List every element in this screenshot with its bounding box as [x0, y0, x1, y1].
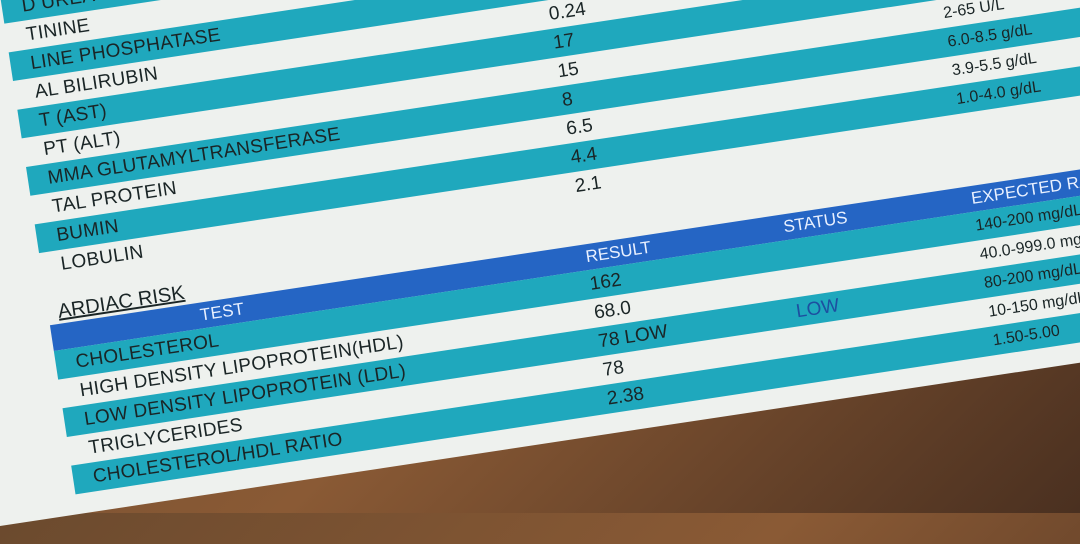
- chemistry-table: D UREA NITROGEN (TININELINE PHOSPHATASE4…: [0, 0, 1080, 495]
